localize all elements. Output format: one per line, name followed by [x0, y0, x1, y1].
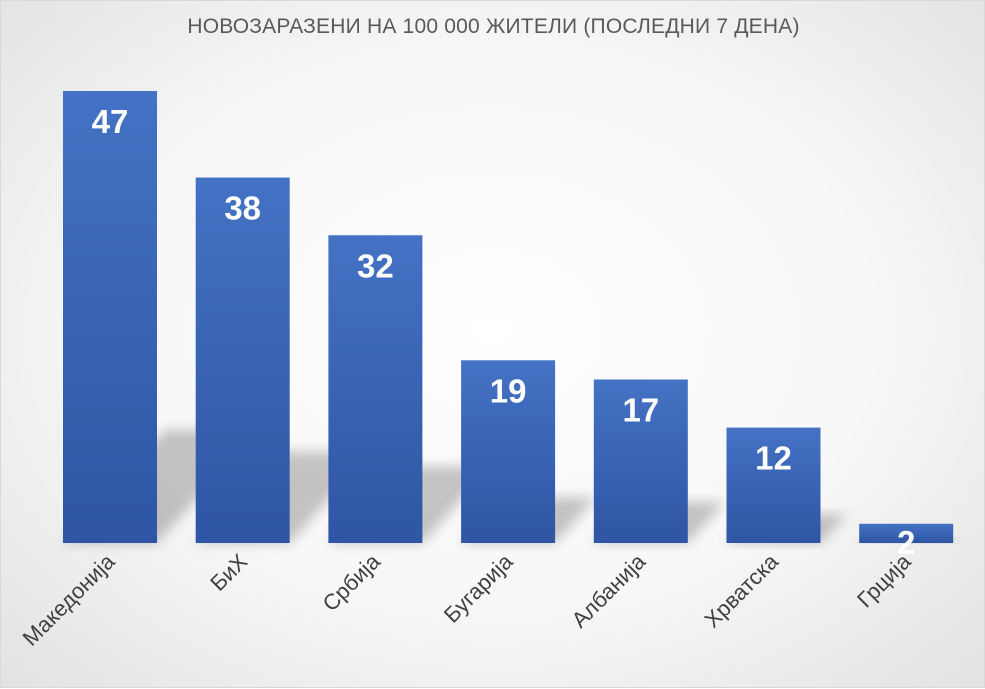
x-tick-label: Албанија	[567, 548, 651, 632]
x-tick-label: Бугарија	[439, 548, 518, 627]
bar	[195, 177, 290, 543]
bar	[593, 379, 688, 543]
data-label: 12	[755, 440, 792, 477]
chart-title: НОВОЗАРАЗЕНИ НА 100 000 ЖИТЕЛИ (ПОСЛЕДНИ…	[187, 15, 800, 38]
bar	[328, 235, 423, 544]
data-label: 47	[92, 103, 129, 140]
x-axis-tick-labels: Македонија БиХ Србија Бугарија Албанија Хрват…	[18, 548, 917, 650]
data-label: 2	[897, 524, 915, 561]
x-tick-label: Србија	[318, 548, 386, 616]
data-label: 17	[622, 392, 659, 429]
x-tick-label: Македонија	[18, 548, 120, 650]
x-tick-label: Грција	[852, 548, 916, 612]
bars	[63, 91, 954, 544]
bar	[63, 91, 157, 543]
data-labels: 47 38 32 19 17 12 2	[92, 103, 916, 561]
bar	[726, 427, 821, 543]
x-tick-label: Хрватска	[699, 548, 783, 632]
x-tick-label: БиХ	[205, 549, 252, 596]
data-label: 32	[357, 247, 394, 284]
data-label: 38	[224, 190, 261, 227]
bar	[859, 523, 954, 543]
data-label: 19	[490, 372, 527, 409]
bar	[461, 360, 556, 543]
